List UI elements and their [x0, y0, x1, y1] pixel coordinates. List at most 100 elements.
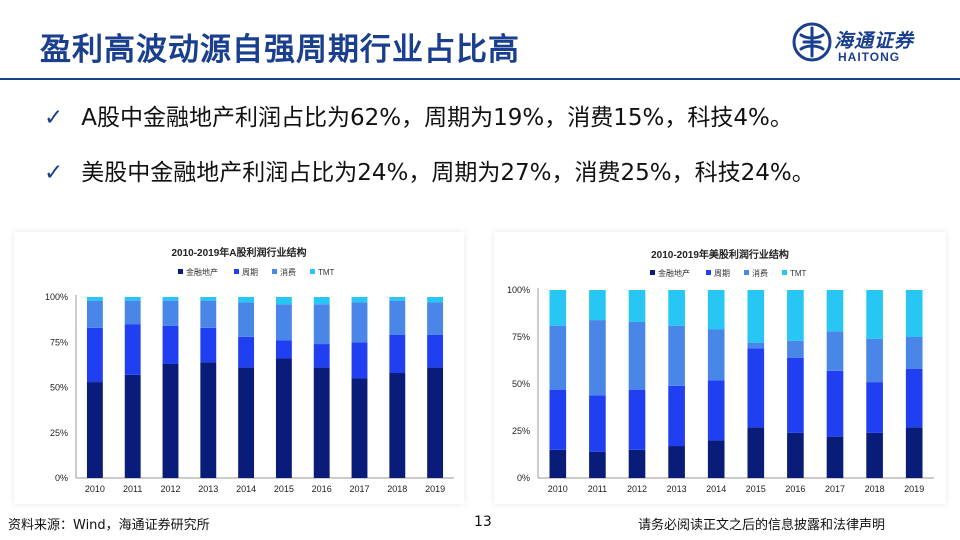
bar-segment	[549, 290, 567, 326]
chart-a-share: 2010-2019年A股利润行业结构 金融地产 周期 消费 TMT 0% 25% 50% 75%…	[14, 232, 464, 504]
legend-label: 金融地产	[186, 267, 218, 277]
bar-segment	[787, 290, 804, 341]
bar-segment	[124, 374, 141, 478]
bar-segment	[668, 446, 685, 478]
bar-segment	[275, 358, 292, 478]
legend-swatch	[272, 269, 277, 274]
legend-swatch	[178, 269, 183, 274]
bar-segment	[707, 380, 725, 441]
y-tick-label: 25%	[512, 426, 530, 436]
bar-segment	[313, 367, 330, 478]
bar-segment	[707, 329, 725, 381]
check-icon: ✓	[44, 105, 64, 131]
bar-segment	[389, 373, 406, 478]
legend-swatch	[234, 269, 239, 274]
source-note: 资料来源：Wind，海通证券研究所	[8, 518, 210, 533]
bar-segment	[238, 367, 255, 478]
legend-label: 金融地产	[658, 268, 690, 278]
bar-segment	[628, 321, 646, 390]
x-tick-label: 2011	[588, 484, 607, 494]
bar-segment	[427, 302, 444, 336]
bar-segment	[313, 304, 330, 345]
x-tick-label: 2016	[785, 484, 805, 494]
bar-segment	[162, 325, 179, 364]
page-title: 盈利高波动源自强周期行业占比高	[40, 32, 520, 68]
bar-segment	[86, 382, 103, 478]
bar-segment	[668, 385, 685, 447]
chart-title: 2010-2019年美股利润行业结构	[651, 248, 789, 261]
bar-segment	[905, 427, 923, 478]
bar-segment	[668, 290, 685, 326]
x-tick-label: 2012	[160, 484, 180, 494]
bar-segment	[275, 340, 292, 359]
bar-segment	[589, 320, 606, 396]
legend-swatch	[650, 270, 655, 275]
bar-segment	[313, 297, 330, 305]
legend-label: TMT	[318, 268, 335, 277]
bar-segment	[200, 327, 217, 363]
x-tick-label: 2010	[548, 484, 568, 494]
bar-segment	[124, 297, 141, 301]
bar-segment	[238, 302, 255, 337]
bar-segment	[747, 290, 765, 343]
y-tick-label: 0%	[55, 473, 68, 483]
bar-segment	[787, 357, 804, 433]
bar-segment	[86, 327, 103, 383]
x-tick-label: 2018	[387, 484, 407, 494]
bar-segment	[866, 382, 883, 433]
bar-segment	[162, 363, 179, 478]
bar-segment	[427, 335, 444, 368]
legend-swatch	[310, 269, 315, 274]
legend-swatch	[782, 270, 787, 275]
x-tick-label: 2015	[746, 484, 766, 494]
bar-segment	[200, 300, 217, 328]
chart-us-share: 2010-2019年美股利润行业结构 金融地产 周期 消费 TMT 0% 25% 50% 75%…	[494, 232, 946, 504]
bar-segment	[628, 449, 646, 478]
bar-segment	[787, 432, 804, 478]
bullet-text: A股中金融地产利润占比为62%，周期为19%，消费15%，科技4%。	[81, 105, 793, 131]
bar-segment	[162, 300, 179, 326]
y-tick-label: 50%	[50, 383, 68, 393]
bar-segment	[124, 324, 141, 375]
bar-segment	[549, 449, 567, 478]
disclaimer: 请务必阅读正文之后的信息披露和法律声明	[638, 518, 886, 533]
bar-segment	[707, 290, 725, 330]
bar-segment	[86, 297, 103, 301]
bar-segment	[905, 368, 923, 428]
bar-segment	[238, 297, 255, 303]
bar-segment	[866, 290, 883, 339]
chart-title: 2010-2019年A股利润行业结构	[171, 246, 306, 259]
legend-swatch	[744, 270, 749, 275]
legend-label: 消费	[280, 267, 296, 277]
y-tick-label: 100%	[507, 285, 530, 295]
bar-segment	[787, 340, 804, 358]
x-tick-label: 2019	[425, 484, 445, 494]
bullet-text: 美股中金融地产利润占比为24%，周期为27%，消费25%，科技24%。	[81, 160, 815, 186]
bar-segment	[86, 300, 103, 328]
bar-segment	[200, 362, 217, 478]
legend-label: 周期	[242, 268, 258, 277]
bar-segment	[389, 297, 406, 301]
y-tick-label: 75%	[50, 337, 68, 347]
bar-segment	[589, 451, 606, 478]
y-tick-label: 0%	[517, 473, 530, 483]
bullet-us-share: ✓ 美股中金融地产利润占比为24%，周期为27%，消费25%，科技24%。	[44, 153, 815, 187]
bar-segment	[707, 440, 725, 478]
bar-segment	[747, 342, 765, 349]
bar-segment	[826, 436, 844, 478]
bar-segment	[747, 427, 765, 478]
x-tick-label: 2014	[706, 484, 726, 494]
x-tick-label: 2016	[312, 484, 332, 494]
x-tick-label: 2010	[85, 484, 105, 494]
haitong-logo: 海通证券 HAITONG	[792, 22, 942, 70]
bar-segment	[549, 389, 567, 450]
bar-segment	[275, 297, 292, 305]
x-tick-label: 2015	[274, 484, 294, 494]
bar-segment	[351, 297, 368, 303]
bar-segment	[747, 348, 765, 428]
x-tick-label: 2018	[865, 484, 885, 494]
logo-english-text: HAITONG	[838, 50, 901, 64]
bar-segment	[866, 432, 883, 478]
